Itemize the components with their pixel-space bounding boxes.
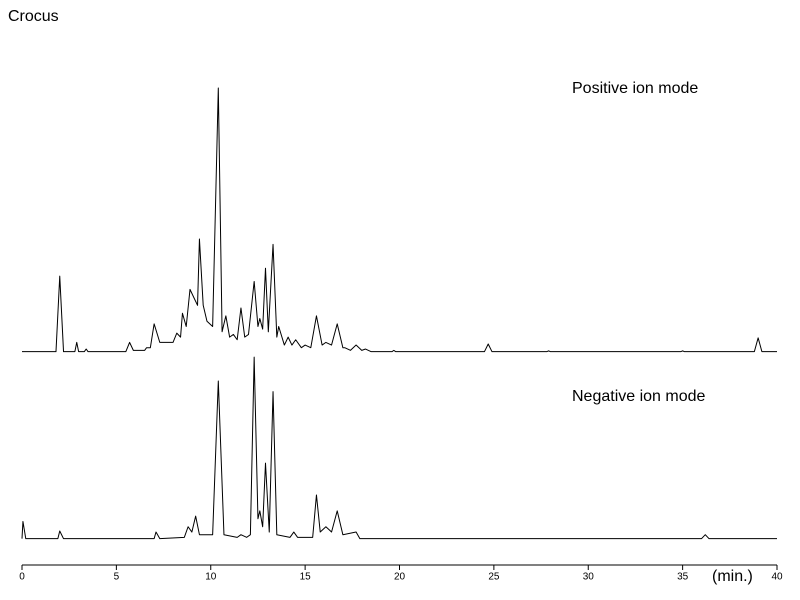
- x-tick-label: 20: [394, 572, 406, 583]
- x-axis-label: (min.): [712, 568, 753, 585]
- chart-title: Crocus: [8, 8, 59, 25]
- x-tick-label: 25: [488, 572, 500, 583]
- trace-line: [22, 87, 777, 353]
- x-tick-label: 10: [205, 572, 217, 583]
- x-tick-label: 0: [19, 572, 25, 583]
- trace-line: [21, 356, 777, 540]
- x-tick-label: 15: [300, 572, 312, 583]
- x-tick-label: 5: [114, 572, 120, 583]
- x-tick-label: 40: [771, 572, 783, 583]
- x-tick-label: 30: [583, 572, 595, 583]
- x-tick-label: 35: [677, 572, 689, 583]
- trace-label: Negative ion mode: [572, 388, 706, 405]
- trace-label: Positive ion mode: [572, 80, 698, 97]
